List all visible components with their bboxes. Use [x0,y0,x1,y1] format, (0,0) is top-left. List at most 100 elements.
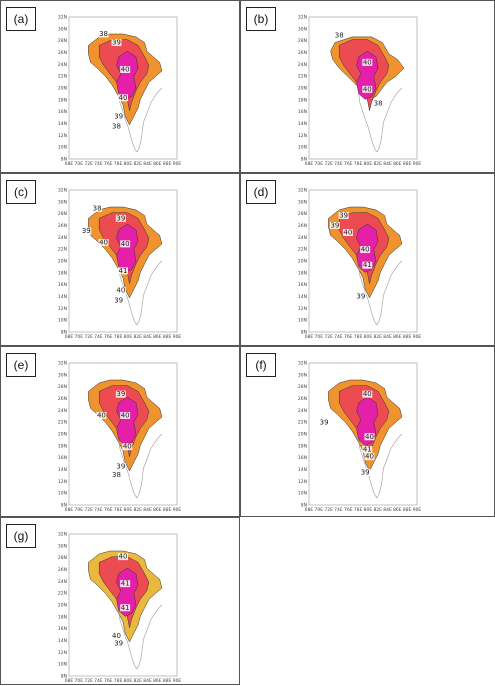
contour-label-bg [111,632,122,640]
lat-tick-label: 22N [58,247,67,253]
coastline [358,87,403,153]
lon-tick-label: 82E [133,161,142,167]
coastline [358,433,403,499]
panel-label: (e) [6,353,36,377]
lon-tick-label: 84E [383,334,392,340]
map-b: 8N 10N 12N 14N 16N 18N 20N 22N 24N 26N 28N 30N 32N 68… [298,15,422,168]
contour-label-bg [115,214,126,222]
lat-tick-label: 26N [298,396,307,402]
lat-tick-label: 32N [298,361,307,367]
lat-tick-label: 12N [58,650,67,656]
lat-tick-label: 10N [298,318,307,324]
contour-label-bg [355,292,366,300]
contour-label-bg [118,267,128,275]
contour-label: 39 [116,390,125,398]
lat-tick-label: 32N [298,15,307,21]
lat-tick-label: 30N [58,199,67,205]
contour-label: 39 [116,463,125,471]
lon-tick-label: 80E [124,334,133,340]
lat-tick-label: 8N [301,503,307,509]
contour-label-bg [98,238,109,246]
lon-tick-label: 72E [84,334,93,340]
contour-label-bg [362,58,373,66]
lat-tick-label: 20N [298,86,307,92]
contour-label-bg [120,65,131,73]
lat-tick-label: 26N [58,50,67,56]
lon-tick-label: 68E [65,334,74,340]
lat-tick-label: 28N [58,384,67,390]
lon-tick-label: 90E [173,161,182,167]
map-layer: 8N 10N 12N 14N 16N 18N 20N 22N 24N 26N 28N 30N 32N 68… [298,188,422,341]
panel-label: (a) [6,7,36,31]
contour-label: 39 [82,227,91,235]
lon-tick-label: 80E [124,161,133,167]
lon-tick-label: 88E [403,161,412,167]
contour-label: 40 [116,287,125,295]
lon-tick-label: 80E [124,507,133,513]
panel-b: (b) 8N 10N 12N 14N 16N 18N 20N 22N 24N 26N 28N 30N 3… [240,0,495,173]
lon-tick-label: 86E [393,334,402,340]
lon-tick-label: 74E [334,334,343,340]
lat-tick-label: 28N [298,211,307,217]
lon-tick-label: 78E [114,161,123,167]
lat-tick-label: 24N [58,235,67,241]
contour-label: 41 [363,261,372,269]
map-c: 8N 10N 12N 14N 16N 18N 20N 22N 24N 26N 28N 30N 32N 68… [58,188,182,341]
contour-label-bg [111,38,122,46]
lon-tick-label: 88E [163,334,172,340]
lon-tick-label: 78E [354,334,363,340]
contour-label-bg [362,261,373,269]
lon-tick-label: 82E [373,507,382,513]
lat-tick-label: 20N [58,86,67,92]
lon-tick-label: 70E [75,678,84,684]
lat-tick-label: 18N [298,97,307,103]
lon-tick-label: 78E [354,161,363,167]
contour-label: 40 [121,411,130,419]
lat-tick-label: 30N [298,372,307,378]
contour-region-high [356,50,379,100]
lat-tick-label: 16N [58,455,67,461]
map-d: 8N 10N 12N 14N 16N 18N 20N 22N 24N 26N 28N 30N 32N 68… [298,188,422,341]
lat-tick-label: 20N [58,432,67,438]
lat-tick-label: 14N [58,294,67,300]
lon-tick-label: 72E [84,507,93,513]
lat-tick-label: 30N [298,26,307,32]
lat-tick-label: 28N [298,38,307,44]
coastline [358,260,403,326]
lat-tick-label: 14N [298,467,307,473]
lon-tick-label: 68E [65,507,74,513]
lon-tick-label: 82E [133,507,142,513]
lat-tick-label: 18N [298,270,307,276]
lon-tick-label: 70E [315,161,324,167]
contour-label: 40 [121,240,130,248]
panel-label: (f) [246,353,276,377]
lon-tick-label: 78E [114,678,123,684]
coastline [118,87,163,153]
lat-tick-label: 18N [58,614,67,620]
lat-tick-label: 22N [298,247,307,253]
lat-tick-label: 22N [298,420,307,426]
panel-label: (c) [6,180,36,204]
map-a: 8N 10N 12N 14N 16N 18N 20N 22N 24N 26N 28N 30N 32N 68… [58,15,182,168]
contour-label-bg [373,100,384,108]
contour-label-bg [362,446,373,454]
lat-tick-label: 8N [61,674,67,680]
lat-tick-label: 26N [298,50,307,56]
lon-tick-label: 86E [393,507,402,513]
lon-tick-label: 86E [393,161,402,167]
lat-tick-label: 20N [298,432,307,438]
contour-label: 38 [93,204,102,212]
lat-tick-label: 14N [298,294,307,300]
lon-tick-label: 78E [354,507,363,513]
lat-tick-label: 30N [58,26,67,32]
lat-tick-label: 16N [298,282,307,288]
lat-tick-label: 10N [298,491,307,497]
map-g: 8N 10N 12N 14N 16N 18N 20N 22N 24N 26N 28N 30N 32N 68… [58,532,182,685]
map-e: 8N 10N 12N 14N 16N 18N 20N 22N 24N 26N 28N 30N 32N 68… [58,361,182,514]
lon-tick-label: 82E [373,334,382,340]
contour-label: 40 [363,58,372,66]
contour-label-bg [81,227,92,235]
lat-tick-label: 24N [58,408,67,414]
lat-tick-label: 12N [58,133,67,139]
contour-label-bg [118,94,128,102]
